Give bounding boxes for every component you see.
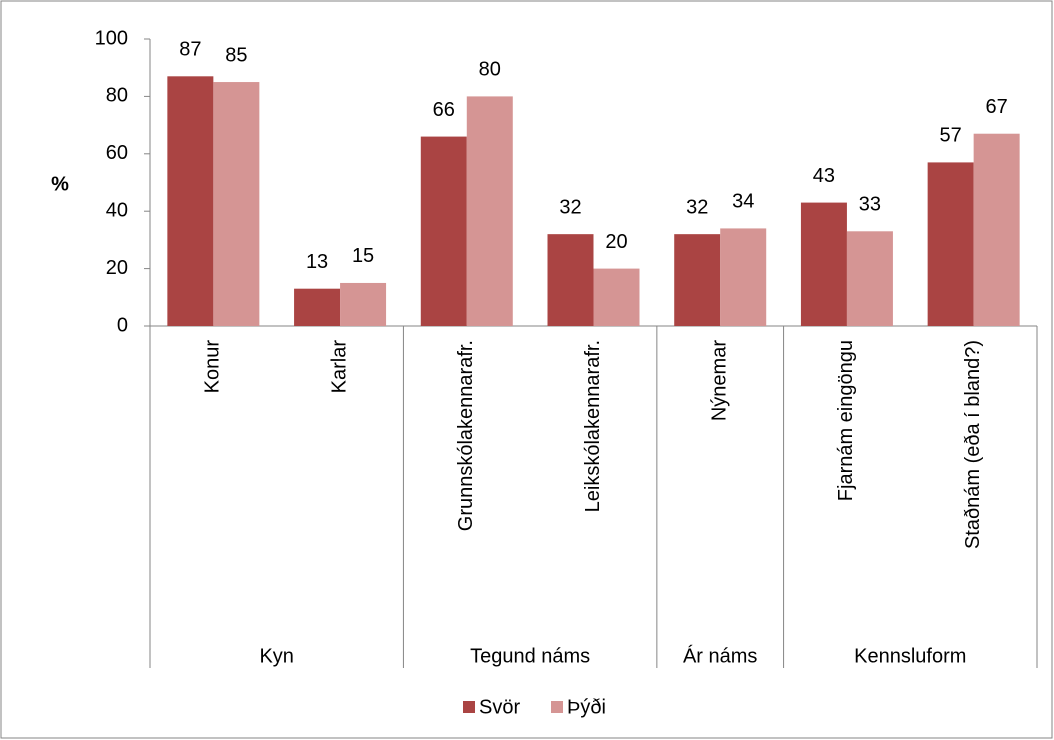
y-tick-label: 60	[106, 142, 128, 164]
bar	[720, 228, 767, 326]
x-tick-label: Grunnskólakennarafr.	[455, 340, 477, 531]
bar	[420, 136, 467, 326]
x-tick-label: Fjarnám eingöngu	[835, 340, 857, 501]
bar	[927, 162, 974, 326]
data-label: 85	[225, 44, 247, 66]
bar	[800, 202, 847, 326]
bar	[466, 96, 513, 327]
group-label: Kennsluform	[854, 645, 966, 667]
data-label: 34	[732, 191, 754, 213]
data-label: 32	[559, 196, 581, 218]
legend-swatch	[463, 701, 475, 713]
data-label: 32	[686, 196, 708, 218]
data-label: 15	[352, 245, 374, 267]
bar	[547, 234, 594, 326]
bar	[593, 268, 640, 326]
group-label: Ár náms	[683, 644, 757, 667]
y-tick-label: 40	[106, 199, 128, 221]
data-label: 67	[986, 96, 1008, 118]
bar	[213, 82, 260, 326]
x-tick-label: Karlar	[328, 340, 350, 394]
bar	[340, 282, 387, 326]
data-label: 57	[940, 125, 962, 147]
bar	[674, 234, 721, 326]
y-tick-label: 100	[95, 27, 128, 49]
legend-swatch	[551, 701, 563, 713]
bar	[846, 231, 893, 326]
group-label: Kyn	[259, 645, 293, 667]
y-tick-label: 80	[106, 85, 128, 107]
legend-label: Þýði	[567, 696, 606, 718]
x-tick-label: Staðnám (eða í bland?)	[962, 340, 984, 549]
y-axis-label: %	[51, 173, 69, 195]
y-tick-label: 0	[117, 314, 128, 336]
legend-label: Svör	[479, 696, 520, 718]
data-label: 13	[306, 251, 328, 273]
bar	[973, 133, 1020, 326]
data-label: 43	[813, 165, 835, 187]
y-tick-label: 20	[106, 257, 128, 279]
bar	[294, 288, 341, 326]
bar	[167, 76, 214, 326]
data-label: 33	[859, 194, 881, 216]
data-label: 20	[605, 231, 627, 253]
x-tick-label: Konur	[202, 340, 224, 394]
data-label: 87	[179, 39, 201, 61]
data-label: 66	[433, 99, 455, 121]
group-label: Tegund náms	[470, 645, 590, 667]
data-label: 80	[479, 59, 501, 81]
x-tick-label: Leikskólakennarafr.	[582, 340, 604, 512]
x-tick-label: Nýnemar	[708, 340, 730, 421]
